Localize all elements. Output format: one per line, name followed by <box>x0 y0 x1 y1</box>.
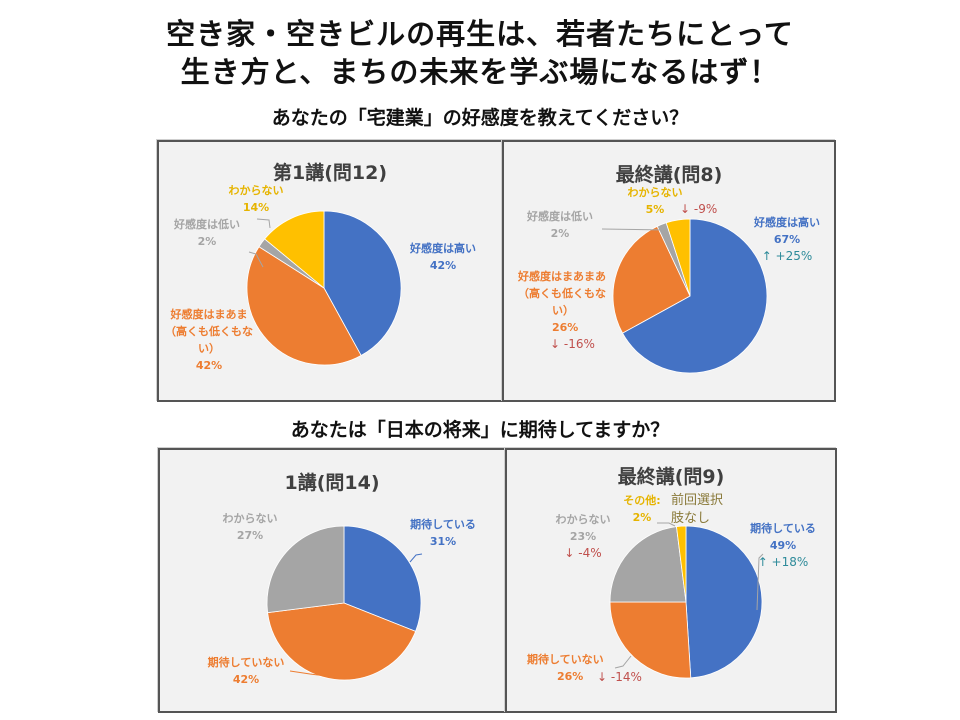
data-label-yes: 期待している 31% <box>400 516 486 550</box>
leader-line-no <box>289 670 327 677</box>
leader-line-low <box>248 251 264 268</box>
pie-slice-1 <box>246 246 362 366</box>
label-text: わからない <box>228 184 284 197</box>
headline-line-2: 生き方と、まちの未来を学ぶ場になるはず！ <box>180 55 780 89</box>
data-label-no: 期待していない 26% <box>527 651 604 685</box>
label-pct: 5% <box>645 203 665 216</box>
data-label-mid: 好感度はまあま （高くも低くもな い） 42% <box>161 306 257 374</box>
leader-line-other <box>657 522 676 527</box>
leader-line-no <box>614 655 632 669</box>
pie-slice-1 <box>267 602 417 681</box>
label-text: わからない <box>555 513 611 526</box>
pie-slice-0 <box>343 525 422 632</box>
pie-slice-0 <box>323 210 402 357</box>
headline-line-1: 空き家・空きビルの再生は、若者たちにとって <box>166 17 794 51</box>
label-pct: 2% <box>197 235 217 248</box>
change-label-no: ↓ -14% <box>597 670 642 684</box>
data-label-high: 好感度は高い 42% <box>403 240 483 274</box>
chart-title: 最終講(問8) <box>615 164 723 186</box>
label-pct: 23% <box>569 530 597 543</box>
data-label-unknown: わからない 23% ↓ -4% <box>543 511 623 562</box>
label-pct: 14% <box>242 201 270 214</box>
data-label-unknown: わからない 14% <box>221 182 291 216</box>
data-label-no: 期待していない 42% <box>198 654 294 688</box>
label-text: 期待している <box>750 522 816 535</box>
question-japan-future: あなたは「日本の将来」に期待してますか？ <box>290 419 670 441</box>
pie-slice-1 <box>609 601 692 679</box>
label-pct: 26% <box>552 321 579 334</box>
change-label-high: ↑ +25% <box>761 249 813 263</box>
change-label-unknown: ↓ -4% <box>564 546 602 560</box>
label-pct: 42% <box>195 359 223 372</box>
leader-line-low <box>601 228 667 231</box>
data-label-other: その他: 2% <box>619 492 665 526</box>
label-pct: 27% <box>236 529 264 542</box>
pie-slice-3 <box>676 525 687 603</box>
label-text: 好感度は低い <box>527 210 593 223</box>
data-label-unknown: わからない 27% <box>210 510 290 544</box>
chart-title: 第1講(問12) <box>272 162 388 184</box>
change-label-unknown: ↓ -9% <box>680 202 718 216</box>
note-text: 前回選択 <box>671 493 724 508</box>
label-text: （高くも低くもな <box>165 325 253 338</box>
data-label-high: 好感度は高い 67% ↑ +25% <box>744 214 830 265</box>
label-text: 期待している <box>410 518 476 531</box>
pie-chart-svg <box>246 210 402 366</box>
label-pct: 26% <box>557 670 584 683</box>
label-text: 好感度は高い <box>754 216 820 229</box>
chart-panel-final-lecture-q9: 最終講(問9) その他: 2% 前回選択 肢なし わからない 23% ↓ -4%… <box>505 448 837 713</box>
label-text: わからない <box>222 512 278 525</box>
label-text: い） <box>198 342 220 355</box>
leader-line-unknown <box>256 218 271 229</box>
data-label-unknown: わからない 5% <box>620 184 690 218</box>
label-pct: 42% <box>232 673 260 686</box>
label-pct: 31% <box>429 535 457 548</box>
chart-title: 最終講(問9) <box>617 466 725 488</box>
label-pct: 42% <box>429 259 457 272</box>
chart-panel-first-lecture-q14: 1講(問14) わからない 27% 期待している 31% 期待していない 42% <box>158 448 506 713</box>
label-text: （高くも低くもな <box>518 287 606 300</box>
pie-slice-3 <box>665 218 691 297</box>
label-text: その他: <box>623 494 661 507</box>
pie-chart-svg <box>609 522 764 679</box>
pie-slice-2 <box>266 525 345 614</box>
pie-slice-0 <box>621 218 768 374</box>
data-label-low: 好感度は低い 2% <box>167 216 247 250</box>
label-pct: 67% <box>773 233 801 246</box>
pie-slice-1 <box>612 225 691 334</box>
label-text: 好感度は低い <box>174 218 240 231</box>
label-text: 期待していない <box>527 653 604 666</box>
data-label-low: 好感度は低い 2% <box>518 208 602 242</box>
pie-chart-svg <box>266 525 423 681</box>
label-pct: 49% <box>769 539 797 552</box>
data-label-mid: 好感度はまあまあ （高くも低くもな い） 26% ↓ -16% <box>510 268 614 353</box>
change-label-mid: ↓ -16% <box>550 337 595 351</box>
pie-slice-0 <box>685 525 763 679</box>
change-label-yes: ↑ +18% <box>757 555 809 569</box>
label-text: 好感度はまあま <box>170 308 248 321</box>
label-pct: 2% <box>632 511 652 524</box>
label-text: 期待していない <box>207 656 285 669</box>
chart-title: 1講(問14) <box>284 472 380 494</box>
question-realestate: あなたの「宅建業」の好感度を教えてください？ <box>271 107 689 129</box>
chart-panel-final-lecture-q8: 最終講(問8) わからない 5% ↓ -9% 好感度は低い 2% 好感度は高い … <box>502 140 836 402</box>
data-label-yes: 期待している 49% ↑ +18% <box>737 520 829 571</box>
pie-chart-svg <box>601 218 768 374</box>
leader-line-yes <box>756 553 764 611</box>
pie-slice-3 <box>264 210 325 289</box>
label-text: 好感度は高い <box>410 242 476 255</box>
label-text: わからない <box>627 186 683 199</box>
label-text: い） <box>552 304 574 317</box>
label-pct: 2% <box>550 227 570 240</box>
leader-line-yes <box>409 553 423 563</box>
note-no-previous-option: 前回選択 肢なし <box>671 492 723 528</box>
note-text: 肢なし <box>671 511 711 526</box>
label-text: 好感度はまあまあ <box>518 270 606 283</box>
chart-panel-first-lecture-q12: 第1講(問12) わからない 14% 好感度は低い 2% 好感度は高い 42% … <box>157 140 503 402</box>
pie-slice-2 <box>609 526 687 603</box>
